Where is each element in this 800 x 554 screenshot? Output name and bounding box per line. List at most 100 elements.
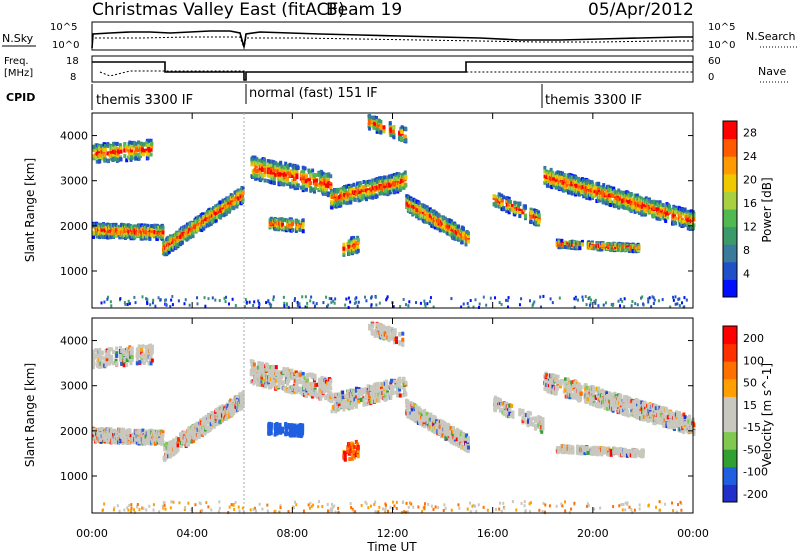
colorbar-swatch: [723, 226, 737, 245]
echo-cell: [282, 168, 286, 173]
echo-cell: [602, 183, 606, 188]
ground-cell: [539, 295, 542, 299]
echo-cell: [321, 181, 325, 186]
echo-cell: [143, 223, 147, 228]
ground-cell: [520, 297, 523, 301]
echo-cell: [552, 177, 556, 182]
echo-cell: [270, 159, 274, 164]
ground-cell: [234, 304, 237, 308]
echo-cell: [513, 209, 517, 214]
echo-cell: [375, 194, 379, 199]
echo-cell: [368, 119, 372, 124]
echo-cell: [601, 243, 605, 248]
echo-cell: [92, 156, 96, 161]
echo-cell: [295, 173, 299, 178]
echo-cell: [331, 191, 335, 196]
ground-cell: [330, 301, 333, 305]
ground-cell: [170, 298, 173, 302]
echo-cell: [288, 162, 292, 167]
freq-series: [92, 61, 693, 81]
echo-cell: [334, 193, 338, 198]
echo-cell: [269, 221, 273, 226]
echo-cell: [356, 244, 360, 249]
echo-cell: [304, 174, 308, 179]
ytick-label: 2000: [60, 220, 88, 233]
echo-cell: [392, 135, 396, 140]
ground-cell: [355, 300, 358, 304]
echo-cell: [345, 201, 349, 206]
echo-cell: [163, 252, 167, 257]
echo-cell: [591, 183, 595, 188]
echo-cell: [593, 186, 597, 191]
echo-cell: [523, 214, 527, 219]
echo-cell: [274, 172, 278, 177]
echo-cell: [382, 129, 386, 134]
echo-cell: [145, 138, 149, 143]
echo-cell: [123, 143, 127, 148]
echo-cell: [101, 144, 105, 149]
echo-cell: [130, 145, 134, 150]
echo-cell: [274, 227, 278, 232]
echo-cell: [339, 200, 343, 205]
echo-cell: [580, 182, 584, 187]
echo-cell: [107, 158, 111, 163]
echo-cell: [150, 142, 154, 147]
echo-cell: [286, 171, 290, 176]
echo-cell: [433, 225, 437, 230]
echo-cell: [161, 230, 165, 235]
ground-cell: [126, 302, 129, 306]
echo-cell: [347, 239, 351, 244]
ground-cell: [408, 300, 411, 304]
ground-cell: [309, 299, 312, 303]
echo-cell: [388, 121, 392, 126]
echo-cell: [219, 208, 223, 213]
ground-cell: [588, 296, 591, 300]
echo-cell: [134, 153, 138, 158]
ground-cell: [333, 301, 336, 305]
echo-cell: [570, 243, 574, 248]
echo-cell: [577, 179, 581, 184]
freq-tick-bottom: 8: [70, 72, 76, 83]
echo-cell: [622, 205, 626, 210]
ground-cell: [141, 295, 144, 299]
echo-cell: [556, 170, 560, 175]
echo-cell: [356, 240, 360, 245]
echo-cell: [279, 160, 283, 165]
ground-cell: [356, 304, 359, 308]
ground-cell: [647, 300, 650, 304]
echo-cell: [345, 191, 349, 196]
echo-cell: [272, 167, 276, 172]
echo-cell: [106, 151, 110, 156]
ground-cell: [423, 299, 426, 303]
ground-cell: [283, 304, 286, 308]
ground-cell: [374, 295, 377, 299]
ground-cell: [354, 297, 357, 301]
echo-cell: [301, 165, 305, 170]
echo-cell: [352, 235, 356, 240]
ground-cell: [349, 300, 352, 304]
power-frame: [91, 112, 694, 309]
echo-cell: [344, 184, 348, 189]
echo-cell: [667, 204, 671, 209]
echo-cell: [92, 144, 96, 149]
echo-cell: [228, 207, 232, 212]
ground-cell: [306, 301, 309, 305]
echo-cell: [150, 230, 154, 235]
echo-cell: [286, 179, 290, 184]
ground-cell: [184, 298, 187, 302]
echo-cell: [255, 176, 259, 181]
ground-cell: [252, 303, 255, 307]
echo-cell: [388, 190, 392, 195]
echo-cell: [674, 216, 678, 221]
echo-cell: [637, 245, 641, 250]
echo-cell: [612, 186, 616, 191]
echo-cell: [162, 240, 166, 245]
ground-cell: [268, 302, 271, 306]
echo-cell: [370, 181, 374, 186]
echo-cell: [372, 125, 376, 130]
echo-cell: [552, 180, 556, 185]
ground-cell: [405, 303, 408, 307]
echo-cell: [274, 223, 278, 228]
echo-cell: [621, 242, 625, 247]
ground-cell: [146, 300, 149, 304]
